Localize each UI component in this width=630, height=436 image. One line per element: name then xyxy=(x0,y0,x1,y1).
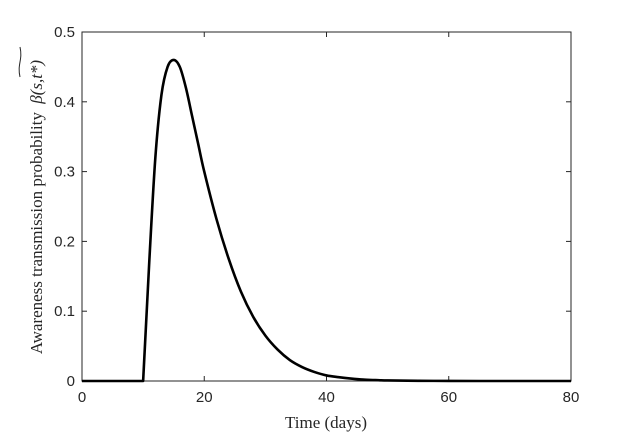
y-tick-label: 0 xyxy=(67,373,75,390)
y-tick-label: 0.3 xyxy=(54,164,75,181)
x-tick-label: 0 xyxy=(78,389,86,406)
y-tick-label: 0.5 xyxy=(54,24,75,41)
x-tick-label: 40 xyxy=(318,389,335,406)
x-tick-label: 20 xyxy=(196,389,213,406)
y-tick-label: 0.2 xyxy=(54,233,75,250)
series-group xyxy=(82,58,571,383)
y-axis-label-text: Awareness transmission probability xyxy=(27,112,46,355)
y-axis-label-symbol: β(s,t*) xyxy=(27,60,46,105)
plot-frame xyxy=(81,31,572,382)
x-axis-label: Time (days) xyxy=(285,413,367,432)
y-axis-tilde-accent xyxy=(18,46,22,78)
x-tick-label: 80 xyxy=(563,389,580,406)
y-axis-label: Awareness transmission probability β(s,t… xyxy=(27,60,46,355)
ticks xyxy=(81,31,572,382)
y-tick-label: 0.4 xyxy=(54,94,75,111)
y-tick-label: 0.1 xyxy=(54,303,75,320)
x-tick-label: 60 xyxy=(440,389,457,406)
tick-labels: 0 20 40 60 80 0 0.1 0.2 0.3 0.4 0.5 xyxy=(54,24,579,406)
series-line xyxy=(82,58,571,383)
axes xyxy=(81,31,572,382)
